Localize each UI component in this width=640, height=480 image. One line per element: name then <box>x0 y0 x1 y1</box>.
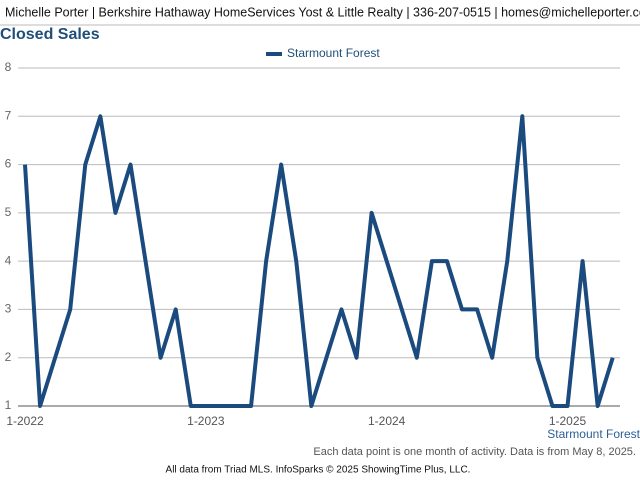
series-label: Starmount Forest <box>547 427 640 441</box>
y-tick-label: 6 <box>5 157 12 171</box>
x-tick-label: 1-2022 <box>6 414 44 428</box>
y-tick-label: 5 <box>5 205 12 219</box>
chart-title: Closed Sales <box>0 26 100 43</box>
y-tick-label: 2 <box>5 350 12 364</box>
header: Michelle Porter | Berkshire Hathaway Hom… <box>5 5 640 19</box>
note: Each data point is one month of activity… <box>313 446 636 458</box>
legend-label: Starmount Forest <box>287 46 380 60</box>
series-line <box>23 114 615 408</box>
footer: All data from Triad MLS. InfoSparks © 20… <box>166 465 471 476</box>
x-tick-label: 1-2023 <box>187 414 225 428</box>
y-tick-label: 1 <box>5 398 12 412</box>
x-tick-label: 1-2025 <box>549 414 587 428</box>
x-tick-label: 1-2024 <box>368 414 406 428</box>
y-tick-label: 8 <box>5 60 12 74</box>
y-tick-label: 7 <box>5 108 12 122</box>
y-tick-label: 4 <box>5 253 12 267</box>
y-tick-label: 3 <box>5 302 12 316</box>
